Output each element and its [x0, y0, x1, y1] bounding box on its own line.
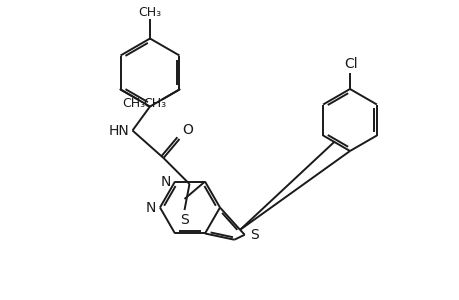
Text: N: N — [146, 200, 156, 214]
Text: CH₃: CH₃ — [138, 6, 161, 19]
Text: S: S — [249, 228, 258, 242]
Text: N: N — [160, 175, 171, 188]
Text: CH₃: CH₃ — [122, 97, 145, 110]
Text: O: O — [182, 123, 192, 137]
Text: HN: HN — [108, 124, 129, 137]
Text: Cl: Cl — [343, 57, 357, 71]
Text: CH₃: CH₃ — [143, 97, 166, 110]
Text: S: S — [180, 213, 189, 227]
